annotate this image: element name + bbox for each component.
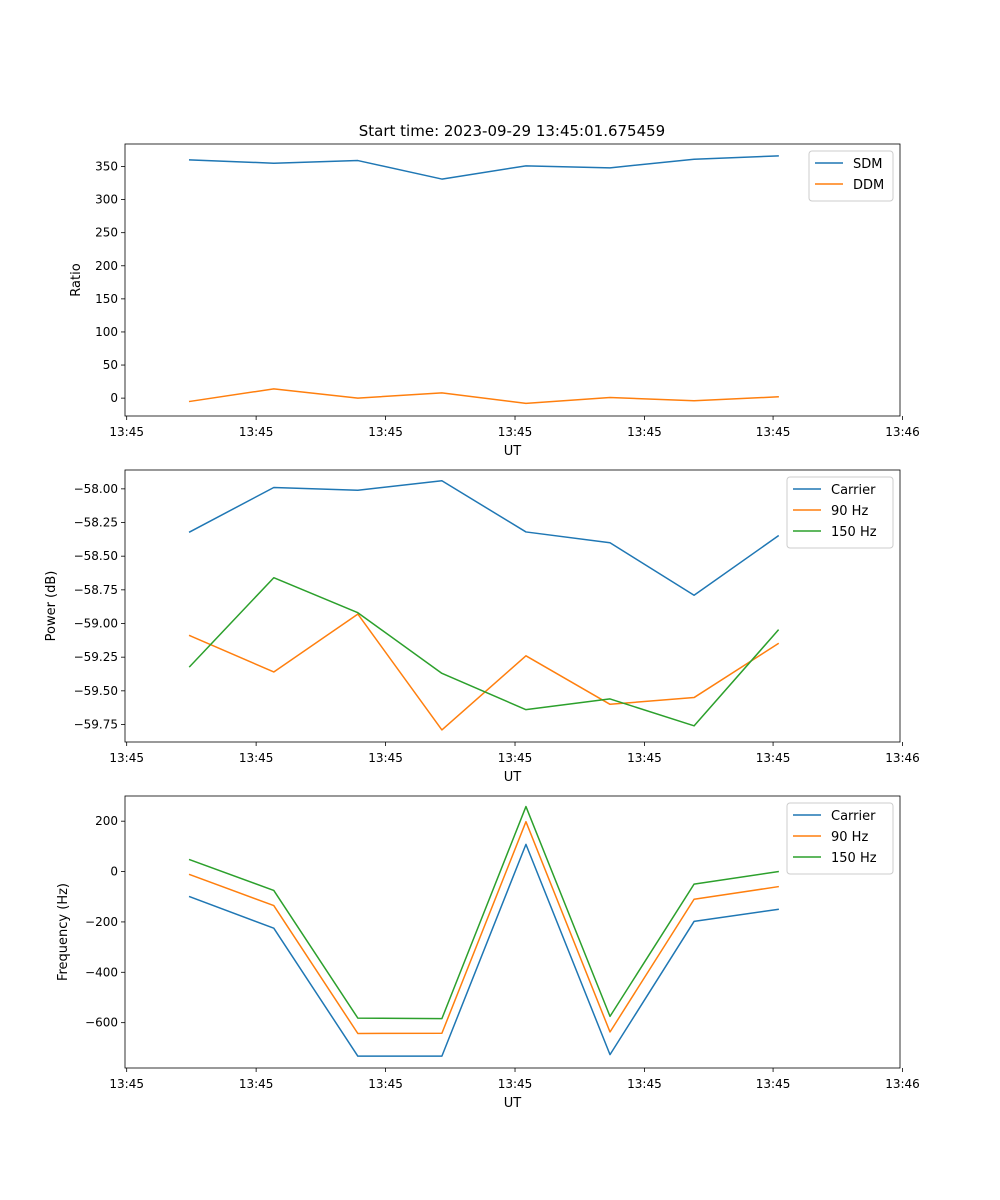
y-axis-label: Frequency (Hz)	[56, 883, 71, 981]
legend: Carrier 90 Hz 150 Hz	[786, 476, 894, 549]
series-line-carrier	[188, 480, 780, 596]
legend-label: Carrier	[831, 809, 876, 824]
y-tick-label: −600	[85, 1016, 118, 1030]
y-tick-label: −59.75	[74, 717, 118, 731]
y-tick-label: −59.25	[74, 650, 118, 664]
legend: SDM DDM	[808, 150, 894, 202]
x-tick-label: 13:45	[498, 425, 533, 439]
x-tick-label: 13:45	[627, 751, 662, 765]
y-axis-label: Power (dB)	[44, 571, 59, 642]
y-tick-label: 0	[110, 391, 118, 405]
x-tick-label: 13:45	[756, 751, 791, 765]
x-tick-label: 13:45	[109, 425, 144, 439]
x-tick-label: 13:45	[627, 425, 662, 439]
y-tick-label: 150	[95, 292, 118, 306]
legend-label: 90 Hz	[831, 830, 868, 845]
x-tick-label: 13:45	[368, 1077, 403, 1091]
legend-label: 90 Hz	[831, 504, 868, 519]
x-tick-label: 13:45	[756, 425, 791, 439]
x-tick-label: 13:45	[109, 1077, 144, 1091]
y-tick-label: −58.00	[74, 482, 118, 496]
power-chart: 13:45 13:45 13:45 13:45 13:45 13:45 13:46 −59.7…	[44, 469, 920, 785]
y-tick-label: 300	[95, 193, 118, 207]
y-tick-label: −400	[85, 965, 118, 979]
x-tick-label: 13:45	[239, 1077, 274, 1091]
x-tick-label: 13:45	[756, 1077, 791, 1091]
legend-label: 150 Hz	[831, 851, 877, 866]
series-line-90-hz	[188, 820, 779, 1035]
series-line-sdm	[188, 155, 779, 180]
x-tick-label: 13:46	[885, 1077, 920, 1091]
legend-label: 150 Hz	[831, 525, 877, 540]
frequency-chart: 13:45 13:45 13:45 13:45 13:45 13:45 13:46 −600 −…	[56, 795, 920, 1111]
y-tick-label: −59.00	[74, 617, 118, 631]
y-tick-label: −59.50	[74, 684, 118, 698]
axes-frame	[124, 795, 901, 1069]
x-tick-label: 13:45	[368, 425, 403, 439]
legend-label: SDM	[853, 157, 882, 172]
y-axis-label: Ratio	[69, 263, 84, 296]
y-tick-label: 100	[95, 325, 118, 339]
x-tick-label: 13:45	[109, 751, 144, 765]
series-line-150-hz	[188, 805, 779, 1020]
y-tick-label: 0	[110, 865, 118, 879]
y-tick-label: 200	[95, 259, 118, 273]
x-tick-label: 13:46	[885, 425, 920, 439]
x-tick-label: 13:45	[239, 751, 274, 765]
legend-label: Carrier	[831, 483, 876, 498]
legend: Carrier 90 Hz 150 Hz	[786, 802, 894, 875]
axes-frame	[124, 143, 901, 417]
x-axis-label: UT	[504, 444, 522, 459]
y-tick-label: 200	[95, 814, 118, 828]
series-line-150-hz	[188, 576, 780, 727]
x-tick-label: 13:45	[239, 425, 274, 439]
x-tick-label: 13:45	[498, 1077, 533, 1091]
y-tick-label: 350	[95, 160, 118, 174]
y-tick-label: −58.25	[74, 516, 118, 530]
axes-frame	[124, 469, 901, 743]
series-line-carrier	[188, 843, 779, 1057]
legend-label: DDM	[853, 178, 884, 193]
y-tick-label: −58.50	[74, 549, 118, 563]
x-tick-label: 13:45	[627, 1077, 662, 1091]
x-tick-label: 13:45	[498, 751, 533, 765]
x-tick-label: 13:46	[885, 751, 920, 765]
figure-title: Start time: 2023-09-29 13:45:01.675459	[359, 122, 665, 140]
y-tick-label: −58.75	[74, 583, 118, 597]
ratio-chart: 13:45 13:45 13:45 13:45 13:45 13:45 13:46 0 50 10…	[69, 143, 920, 459]
x-tick-label: 13:45	[368, 751, 403, 765]
y-tick-label: 50	[103, 358, 118, 372]
series-line-90-hz	[188, 613, 780, 731]
x-axis-label: UT	[504, 770, 522, 785]
series-line-ddm	[188, 388, 779, 405]
y-tick-label: −200	[85, 915, 118, 929]
y-tick-label: 250	[95, 226, 118, 240]
x-axis-label: UT	[504, 1096, 522, 1111]
